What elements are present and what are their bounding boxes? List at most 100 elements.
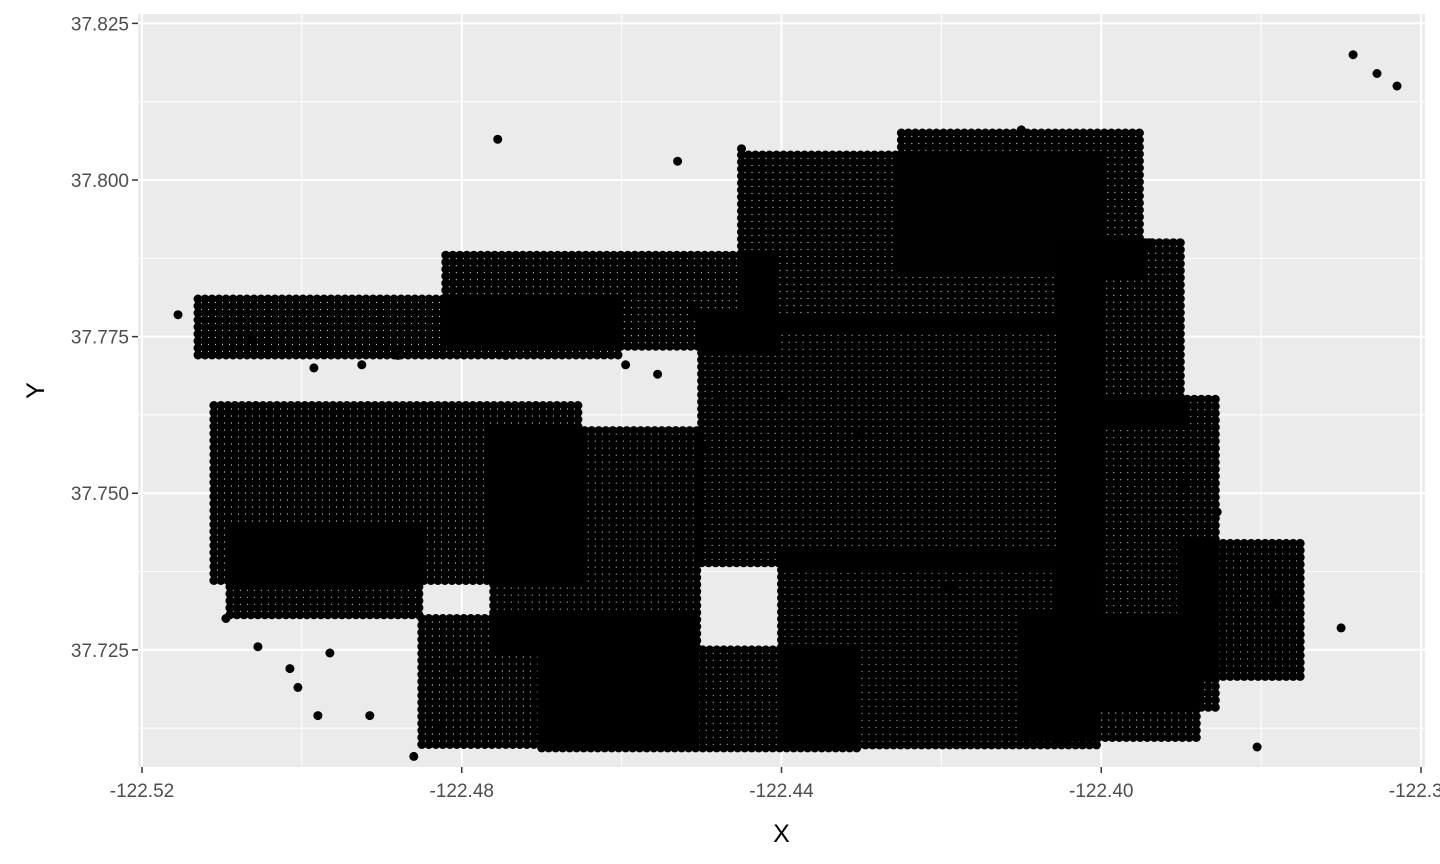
data-point: [658, 271, 668, 281]
data-point: [349, 443, 359, 452]
data-point: [581, 278, 591, 288]
data-point: [511, 334, 521, 344]
data-point: [363, 436, 373, 445]
data-point: [312, 308, 322, 318]
data-point: [214, 329, 224, 339]
data-point: [347, 308, 357, 318]
data-point: [403, 343, 413, 353]
data-point: [721, 271, 731, 281]
data-point: [354, 329, 364, 339]
data-point: [503, 408, 513, 417]
data-point: [193, 336, 203, 346]
data-point: [326, 343, 336, 353]
data-point: [314, 422, 324, 431]
data-point: [230, 450, 240, 459]
data-point: [518, 250, 528, 260]
data-point: [221, 315, 231, 325]
data-point: [228, 301, 238, 311]
data-point: [405, 450, 415, 459]
data-point: [490, 320, 500, 330]
data-point: [207, 329, 217, 339]
data-point: [461, 429, 471, 438]
data-point: [588, 327, 598, 337]
data-point: [574, 285, 584, 295]
data-point: [251, 408, 261, 417]
data-point: [553, 278, 563, 288]
data-point: [412, 429, 422, 438]
data-point: [391, 408, 401, 417]
data-point: [221, 336, 231, 346]
data-point: [469, 292, 479, 302]
data-point: [228, 329, 238, 339]
data-point: [398, 408, 408, 417]
data-point: [532, 320, 542, 330]
data-point: [672, 278, 682, 288]
data-point: [525, 278, 535, 288]
data-point: [455, 278, 465, 288]
data-point: [228, 350, 238, 360]
data-point: [216, 436, 226, 445]
data-point: [370, 408, 380, 417]
data-point: [665, 306, 675, 316]
data-point: [312, 343, 322, 353]
data-point: [265, 422, 275, 431]
data-point: [461, 457, 471, 466]
data-point: [567, 271, 577, 281]
data-point: [424, 315, 434, 325]
data-point: [574, 257, 584, 267]
data-point: [263, 343, 273, 353]
data-point: [235, 308, 245, 318]
data-point: [574, 306, 584, 316]
data-point: [623, 292, 633, 302]
data-point: [531, 401, 541, 410]
data-point: [326, 294, 336, 304]
data-point: [623, 278, 633, 288]
data-point: [475, 443, 485, 452]
data-point: [567, 313, 577, 323]
data-point: [686, 292, 696, 302]
data-point: [321, 443, 331, 452]
data-point: [490, 292, 500, 302]
data-point: [319, 308, 329, 318]
data-point: [291, 336, 301, 346]
data-point: [461, 408, 471, 417]
data-point: [455, 285, 465, 295]
data-point: [441, 313, 451, 323]
data-point: [468, 422, 478, 431]
data-point: [476, 299, 486, 309]
data-point: [286, 401, 296, 410]
data-point: [461, 422, 471, 431]
data-point: [347, 329, 357, 339]
data-point: [235, 329, 245, 339]
data-point: [567, 299, 577, 309]
data-point: [490, 327, 500, 337]
data-point: [546, 327, 556, 337]
data-point: [405, 415, 415, 424]
data-point: [335, 429, 345, 438]
data-point: [483, 257, 493, 267]
data-point: [384, 443, 394, 452]
data-point: [335, 415, 345, 424]
data-point: [403, 336, 413, 346]
data-point: [447, 450, 457, 459]
data-point: [588, 271, 598, 281]
data-point: [517, 408, 527, 417]
data-point: [525, 313, 535, 323]
data-point: [405, 422, 415, 431]
data-point: [223, 408, 233, 417]
data-point: [517, 415, 527, 424]
data-point: [433, 422, 443, 431]
data-point: [707, 264, 717, 274]
data-point: [221, 301, 231, 311]
data-point: [455, 250, 465, 260]
data-point: [272, 443, 282, 452]
data-point: [511, 320, 521, 330]
data-point: [431, 343, 441, 353]
data-point: [389, 329, 399, 339]
data-point: [553, 341, 563, 351]
data-point: [256, 294, 266, 304]
data-point: [532, 250, 542, 260]
data-point: [424, 308, 434, 318]
data-point: [396, 322, 406, 332]
data-point: [349, 422, 359, 431]
